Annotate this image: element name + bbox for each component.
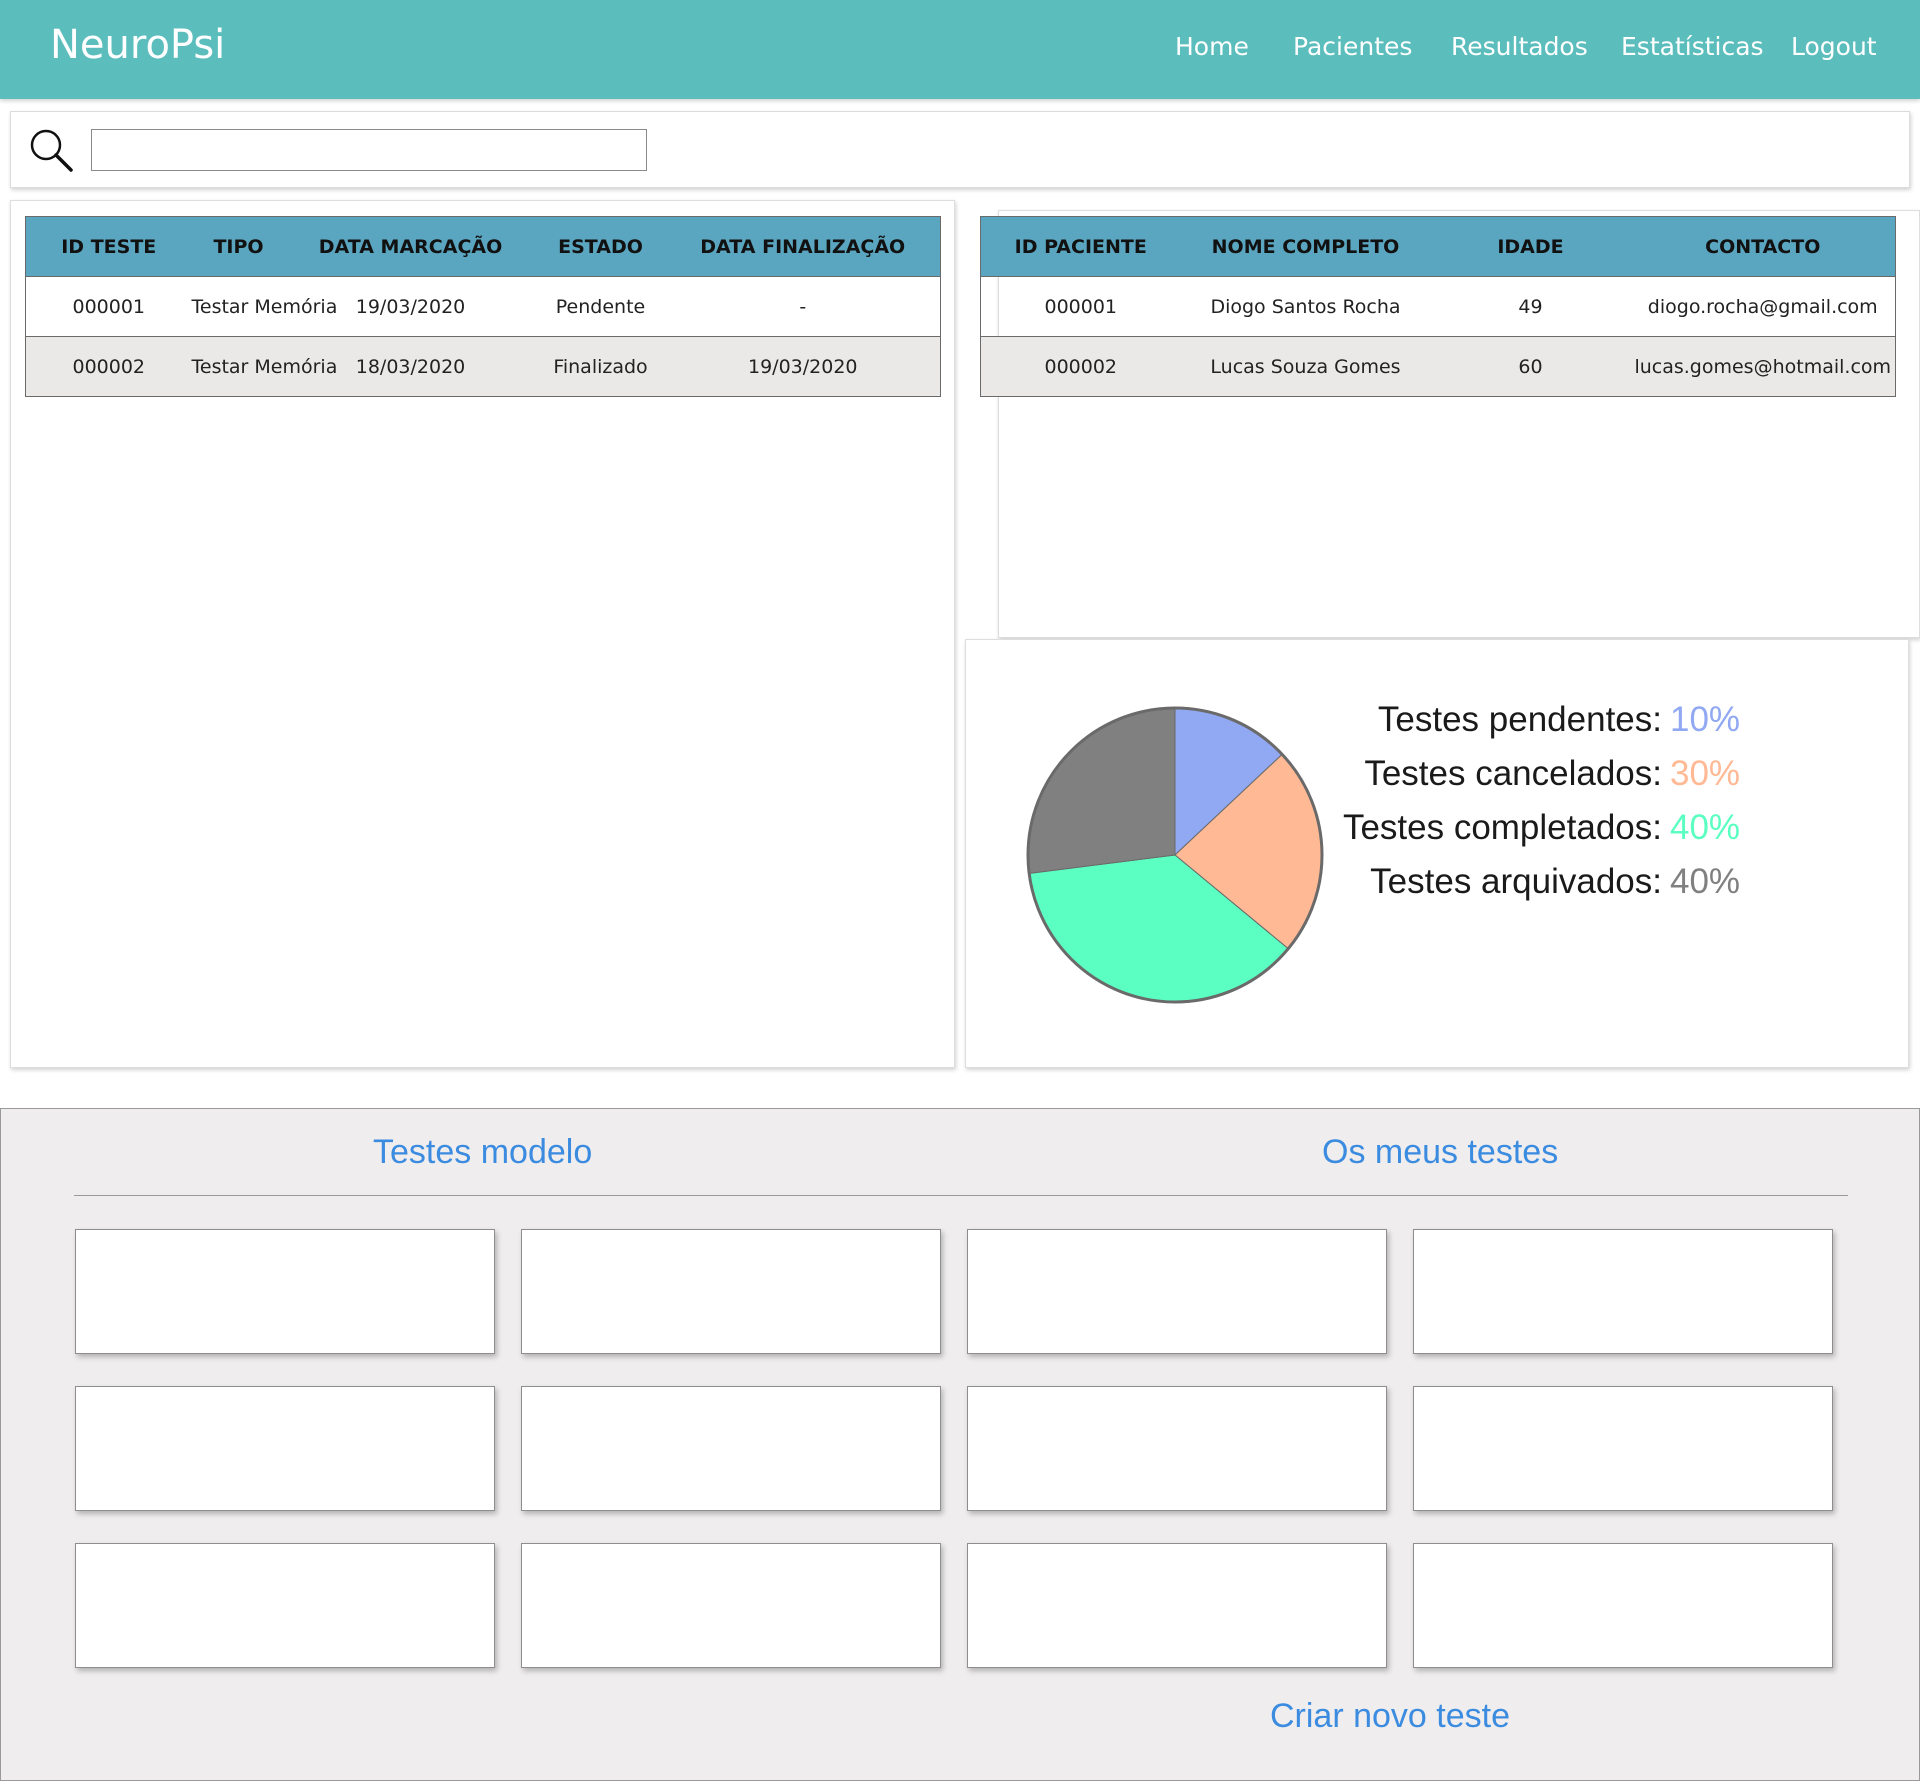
- nav-logout[interactable]: Logout: [1791, 32, 1877, 61]
- test-card[interactable]: [75, 1386, 495, 1511]
- table-cell: Finalizado: [535, 336, 666, 397]
- table-cell: 60: [1430, 336, 1631, 397]
- pie-slice-testes-arquivados: [1027, 707, 1176, 874]
- test-card[interactable]: [75, 1229, 495, 1354]
- column-header[interactable]: NOME COMPLETO: [1180, 216, 1431, 277]
- test-card[interactable]: [967, 1543, 1387, 1668]
- tests-section: Testes modelo Os meus testes Criar novo …: [0, 1108, 1920, 1781]
- column-header[interactable]: ESTADO: [535, 216, 666, 277]
- legend-item-cancelados: Testes cancelados: 30%: [1364, 754, 1740, 804]
- table-cell: 19/03/2020: [285, 276, 536, 337]
- column-header[interactable]: ID PACIENTE: [980, 216, 1181, 277]
- table-cell: Lucas Souza Gomes: [1180, 336, 1431, 397]
- test-card[interactable]: [1413, 1229, 1833, 1354]
- pie-outline: [1026, 706, 1324, 1004]
- table-cell: lucas.gomes@hotmail.com: [1630, 336, 1896, 397]
- table-row[interactable]: 000001 Testar Memória 19/03/2020 Pendent…: [25, 276, 941, 337]
- legend-label: Testes pendentes:: [1377, 700, 1662, 739]
- legend-item-arquivados: Testes arquivados: 40%: [1370, 862, 1740, 912]
- section-title-meus-testes[interactable]: Os meus testes: [1322, 1133, 1559, 1171]
- table-cell: 18/03/2020: [285, 336, 536, 397]
- column-header[interactable]: IDADE: [1430, 216, 1631, 277]
- search-input[interactable]: [91, 129, 647, 171]
- column-header[interactable]: ID TESTE: [25, 216, 192, 277]
- column-header[interactable]: TIPO: [191, 216, 286, 277]
- test-card[interactable]: [967, 1386, 1387, 1511]
- legend-value: 30%: [1670, 754, 1741, 793]
- brand-logo[interactable]: NeuroPsi: [50, 22, 226, 68]
- column-header[interactable]: DATA MARCAÇÃO: [285, 216, 536, 277]
- stats-pie-chart: [1026, 706, 1324, 1004]
- legend-value: 40%: [1670, 808, 1741, 847]
- search-bar: [10, 111, 1910, 188]
- legend-label: Testes arquivados:: [1370, 862, 1662, 901]
- table-cell: 000001: [25, 276, 192, 337]
- table-cell: 000002: [980, 336, 1181, 397]
- legend-value: 40%: [1670, 862, 1741, 901]
- section-title-testes-modelo[interactable]: Testes modelo: [373, 1133, 593, 1171]
- table-cell: Pendente: [535, 276, 666, 337]
- column-header[interactable]: CONTACTO: [1630, 216, 1896, 277]
- nav-pacientes[interactable]: Pacientes: [1293, 32, 1413, 61]
- create-test-link[interactable]: Criar novo teste: [1270, 1697, 1510, 1735]
- table-cell: 000002: [25, 336, 192, 397]
- table-row[interactable]: 000002 Lucas Souza Gomes 60 lucas.gomes@…: [980, 336, 1896, 397]
- top-navbar: NeuroPsi Home Pacientes Resultados Estat…: [0, 0, 1920, 99]
- table-cell: Testar Memória: [191, 336, 337, 397]
- table-cell: 19/03/2020: [665, 336, 941, 397]
- tests-table: ID TESTE TIPO DATA MARCAÇÃO ESTADO DATA …: [25, 216, 941, 397]
- column-header[interactable]: DATA FINALIZAÇÃO: [665, 216, 941, 277]
- test-card[interactable]: [1413, 1543, 1833, 1668]
- table-header-row: ID TESTE TIPO DATA MARCAÇÃO ESTADO DATA …: [25, 216, 941, 277]
- section-divider: [74, 1195, 1848, 1196]
- patients-table: ID PACIENTE NOME COMPLETO IDADE CONTACTO…: [980, 216, 1896, 397]
- nav-estatisticas[interactable]: Estatísticas: [1621, 32, 1764, 61]
- test-card[interactable]: [1413, 1386, 1833, 1511]
- table-cell: 000001: [980, 276, 1181, 337]
- table-cell: 49: [1430, 276, 1631, 337]
- table-cell: Diogo Santos Rocha: [1180, 276, 1431, 337]
- legend-value: 10%: [1670, 700, 1741, 739]
- nav-home[interactable]: Home: [1175, 32, 1249, 61]
- test-card[interactable]: [75, 1543, 495, 1668]
- table-cell: -: [665, 276, 941, 337]
- table-cell: Testar Memória: [191, 276, 337, 337]
- table-header-row: ID PACIENTE NOME COMPLETO IDADE CONTACTO: [980, 216, 1896, 277]
- table-cell: diogo.rocha@gmail.com: [1630, 276, 1896, 337]
- test-card[interactable]: [521, 1229, 941, 1354]
- legend-item-pendentes: Testes pendentes: 10%: [1378, 700, 1740, 750]
- table-row[interactable]: 000002 Testar Memória 18/03/2020 Finaliz…: [25, 336, 941, 397]
- legend-label: Testes completados:: [1342, 808, 1662, 847]
- test-card[interactable]: [521, 1386, 941, 1511]
- test-card[interactable]: [521, 1543, 941, 1668]
- legend-item-completados: Testes completados: 40%: [1343, 808, 1740, 858]
- search-icon[interactable]: [27, 126, 75, 174]
- test-card[interactable]: [967, 1229, 1387, 1354]
- table-row[interactable]: 000001 Diogo Santos Rocha 49 diogo.rocha…: [980, 276, 1896, 337]
- legend-label: Testes cancelados:: [1364, 754, 1662, 793]
- nav-resultados[interactable]: Resultados: [1451, 32, 1588, 61]
